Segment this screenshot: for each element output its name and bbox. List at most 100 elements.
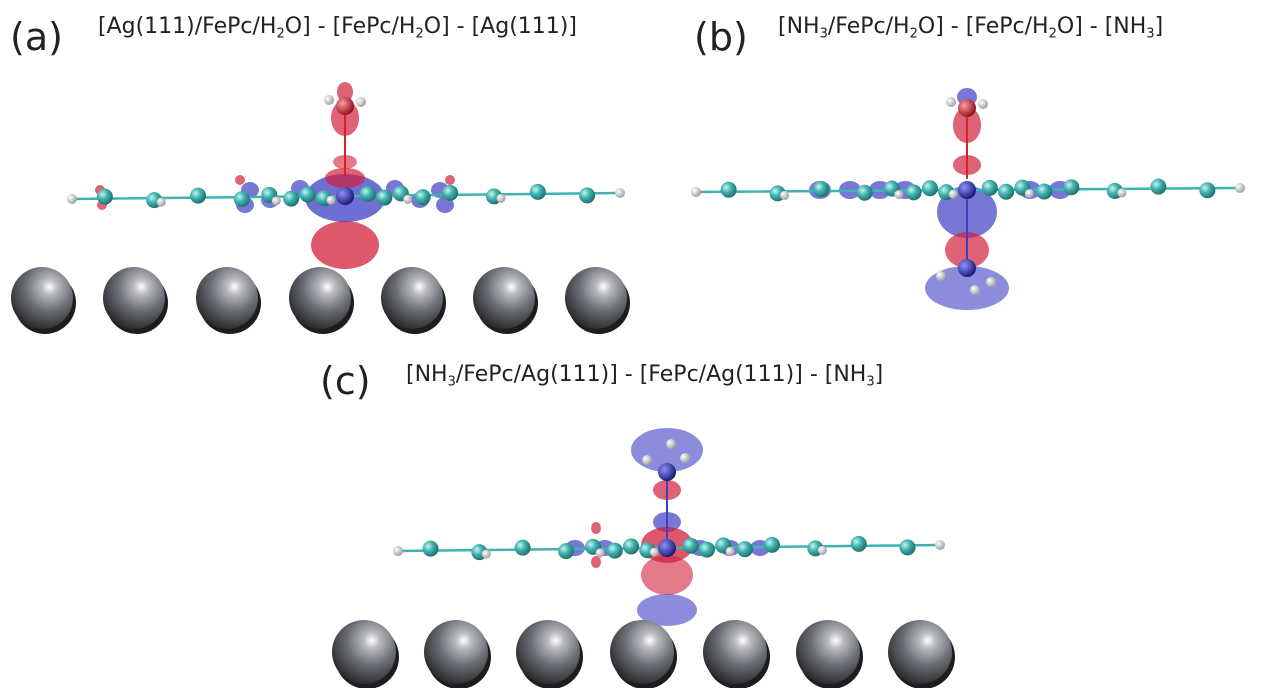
silver-atom <box>516 620 580 684</box>
hydrogen-atom <box>271 196 281 206</box>
silver-atom <box>424 620 488 684</box>
carbon-atom <box>1063 179 1080 196</box>
carbon-atom <box>422 540 439 557</box>
hydrogen-atom <box>642 455 652 465</box>
silver-atom <box>610 620 674 684</box>
density-gain-lobe <box>445 175 455 185</box>
hydrogen-atom <box>680 453 690 463</box>
silver-atom <box>196 267 258 329</box>
carbon-atom <box>1199 182 1216 199</box>
hydrogen-atom <box>936 271 946 281</box>
hydrogen-atom <box>1024 189 1034 199</box>
density-gain-lobe <box>591 556 601 568</box>
hydrogen-atom <box>666 439 676 449</box>
carbon-atom <box>376 189 393 206</box>
hydrogen-atom <box>356 97 366 107</box>
carbon-atom <box>998 183 1015 200</box>
density-gain-lobe <box>235 175 245 185</box>
nitrogen-atom <box>658 463 676 481</box>
density-gain-lobe <box>311 221 379 269</box>
carbon-atom <box>414 189 431 206</box>
panel-formula-a: [Ag(111)/FePc/H2O] - [FePc/H2O] - [Ag(11… <box>98 14 577 42</box>
carbon-atom <box>850 535 867 552</box>
panel-label-b: (b) <box>694 15 748 59</box>
carbon-atom <box>1150 178 1167 195</box>
hydrogen-atom <box>481 549 491 559</box>
silver-atom <box>381 267 443 329</box>
carbon-atom <box>682 537 699 554</box>
silver-atom <box>703 620 767 684</box>
carbon-atom <box>442 184 459 201</box>
oxygen-atom <box>336 97 354 115</box>
carbon-atom <box>283 190 300 207</box>
hydrogen-atom <box>595 548 605 558</box>
carbon-atom <box>558 543 575 560</box>
carbon-atom <box>1036 183 1053 200</box>
silver-atom <box>11 267 73 329</box>
carbon-atom <box>698 541 715 558</box>
density-gain-lobe <box>641 555 693 595</box>
silver-atom <box>332 620 396 684</box>
carbon-atom <box>96 188 113 205</box>
iron-atom <box>336 187 354 205</box>
carbon-atom <box>856 184 873 201</box>
carbon-atom <box>529 183 546 200</box>
hydrogen-atom <box>935 540 945 550</box>
oxygen-atom <box>958 99 976 117</box>
carbon-atom <box>899 539 916 556</box>
panel-label-c: (c) <box>320 359 371 403</box>
hydrogen-atom <box>326 195 336 205</box>
iron-atom <box>658 539 676 557</box>
panel-a-structure <box>11 82 630 334</box>
panel-c-structure <box>332 428 955 688</box>
hydrogen-atom <box>1235 183 1245 193</box>
panel-label-a: (a) <box>10 15 63 59</box>
hydrogen-atom <box>615 188 625 198</box>
density-loss-lobe <box>637 594 697 626</box>
hydrogen-atom <box>780 190 790 200</box>
density-loss-lobe <box>925 266 1009 310</box>
iron-atom <box>958 181 976 199</box>
hydrogen-atom <box>67 194 77 204</box>
hydrogen-atom <box>1117 188 1127 198</box>
density-loss-lobe <box>436 197 454 213</box>
hydrogen-atom <box>817 545 827 555</box>
silver-atom <box>473 267 535 329</box>
hydrogen-atom <box>496 193 506 203</box>
silver-atom <box>289 267 351 329</box>
density-gain-lobe <box>591 522 601 534</box>
carbon-atom <box>921 180 938 197</box>
carbon-atom <box>981 179 998 196</box>
carbon-atom <box>299 186 316 203</box>
carbon-atom <box>813 181 830 198</box>
panel-b-structure <box>691 88 1245 310</box>
carbon-atom <box>579 187 596 204</box>
carbon-atom <box>359 185 376 202</box>
carbon-atom <box>720 181 737 198</box>
panel-formula-c: [NH3/FePc/Ag(111)] - [FePc/Ag(111)] - [N… <box>406 362 884 390</box>
carbon-atom <box>606 542 623 559</box>
carbon-atom <box>233 191 250 208</box>
carbon-atom <box>623 538 640 555</box>
hydrogen-atom <box>948 189 958 199</box>
carbon-atom <box>190 187 207 204</box>
silver-atom <box>565 267 627 329</box>
hydrogen-atom <box>978 99 988 109</box>
hydrogen-atom <box>725 546 735 556</box>
hydrogen-atom <box>393 546 403 556</box>
silver-atom <box>888 620 952 684</box>
hydrogen-atom <box>986 277 996 287</box>
nitrogen-atom <box>958 259 976 277</box>
hydrogen-atom <box>894 190 904 200</box>
hydrogen-atom <box>156 197 166 207</box>
density-gain-lobe <box>337 82 353 102</box>
carbon-atom <box>736 541 753 558</box>
hydrogen-atom <box>403 194 413 204</box>
panel-formula-b: [NH3/FePc/H2O] - [FePc/H2O] - [NH3] <box>778 14 1164 42</box>
hydrogen-atom <box>649 547 659 557</box>
carbon-atom <box>905 184 922 201</box>
hydrogen-atom <box>324 95 334 105</box>
silver-atom <box>796 620 860 684</box>
